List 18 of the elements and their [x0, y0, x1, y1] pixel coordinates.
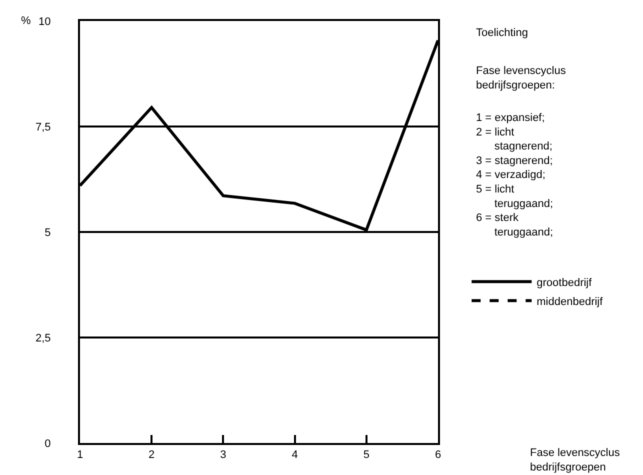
text: Fase levenscyclus bedrijfsgroepen: [476, 65, 566, 92]
x-tick-label: 6 [434, 449, 442, 462]
x-tick-label: 1 [76, 449, 84, 462]
x-tick-label: 3 [220, 449, 226, 462]
x-tick-label: 5 [363, 449, 370, 462]
y-axis-title: % [21, 15, 31, 27]
y-tick-label: 2,5 [36, 332, 51, 344]
text: Fase levenscyclus bedrijfsgroepen [530, 447, 620, 474]
text: Toelichting [476, 27, 528, 39]
x-tick-label: 2 [148, 449, 155, 462]
y-tick-label: 5 [44, 226, 51, 239]
x-tick-label: 4 [292, 449, 298, 462]
y-tick-label: 10 [38, 16, 51, 28]
y-tick-label: 7,5 [36, 121, 51, 134]
legend-label: middenbedrijf [536, 296, 604, 308]
text: 1 = expansief; 2 = licht stagnerend; 3 = stagnerend; 4 = verzadigd; 5 = licht teruggaand; 6 = sterk teruggaand; [476, 112, 554, 238]
y-tick-label: 0 [44, 438, 51, 450]
text: grootbedrijf [536, 276, 593, 289]
